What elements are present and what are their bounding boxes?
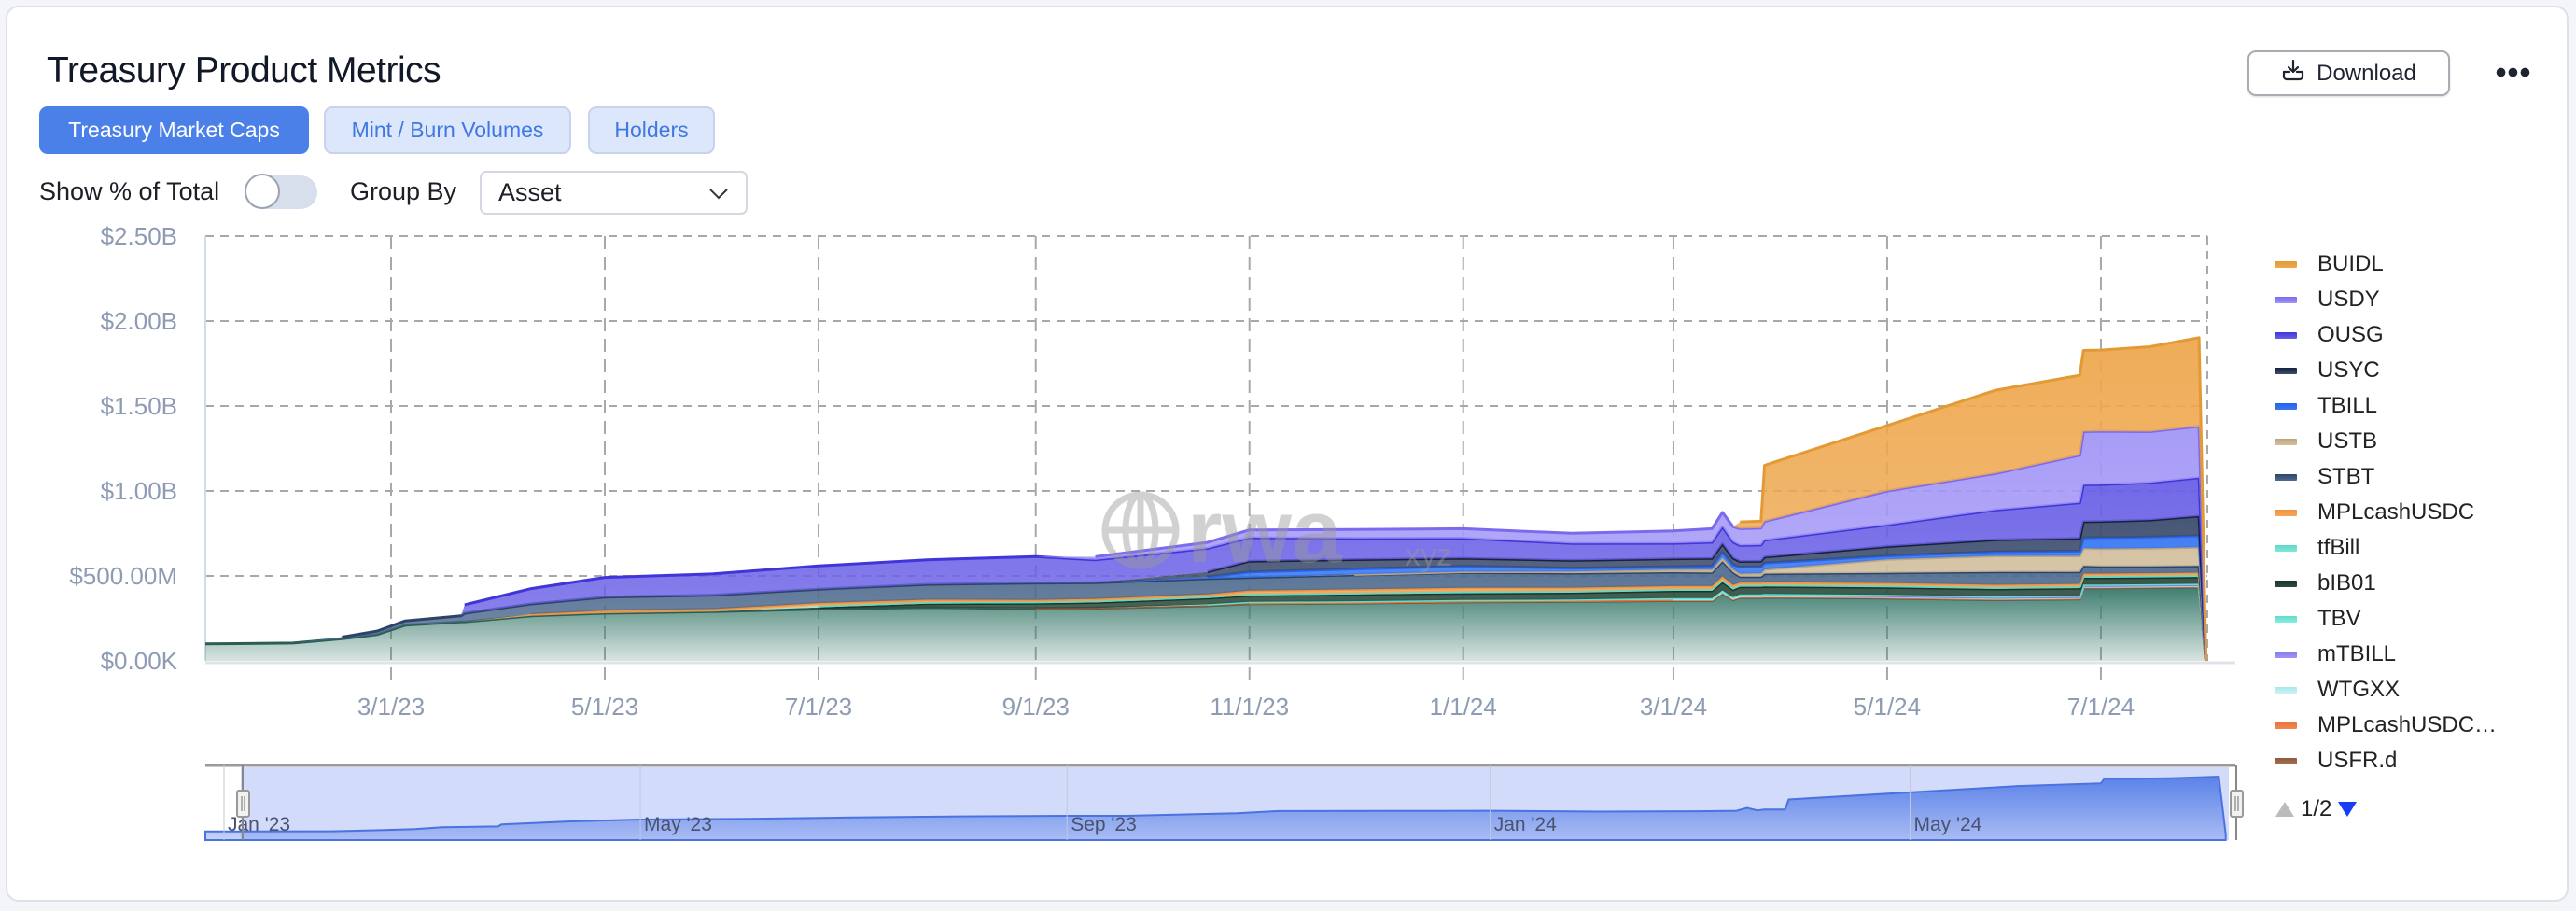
legend-label: USFR.d — [2317, 748, 2398, 773]
legend-next-icon[interactable] — [2337, 801, 2358, 818]
legend-item[interactable]: USYC — [2275, 353, 2497, 388]
legend-label: MPLcashUSDC… — [2317, 712, 2498, 737]
legend: BUIDL USDY OUSG USYC TBILL USTB STBT MPLcashUSD… — [2275, 246, 2497, 778]
legend-swatch — [2275, 402, 2297, 410]
legend-item[interactable]: MPLcashUSDC — [2275, 495, 2497, 530]
page-title: Treasury Product Metrics — [47, 50, 441, 91]
legend-label: WTGXX — [2317, 677, 2400, 702]
legend-item[interactable]: tfBill — [2275, 530, 2497, 566]
legend-label: USDY — [2317, 287, 2380, 312]
legend-prev-icon[interactable] — [2275, 801, 2295, 818]
legend-label: STBT — [2317, 464, 2375, 489]
legend-item[interactable]: TBILL — [2275, 388, 2497, 424]
legend-label: TBV — [2317, 606, 2361, 631]
legend-item[interactable]: BUIDL — [2275, 246, 2497, 282]
legend-label: mTBILL — [2317, 641, 2397, 666]
legend-item[interactable]: mTBILL — [2275, 637, 2497, 672]
legend-swatch — [2275, 367, 2297, 374]
more-options-icon[interactable]: ••• — [2495, 54, 2532, 91]
legend-label: TBILL — [2317, 393, 2378, 418]
legend-label: USYC — [2317, 357, 2380, 383]
tab-treasury-market-caps[interactable]: Treasury Market Caps — [39, 106, 309, 154]
tab-mint-burn-volumes[interactable]: Mint / Burn Volumes — [324, 106, 571, 154]
show-pct-toggle[interactable] — [245, 174, 317, 209]
legend-item[interactable]: bIB01 — [2275, 566, 2497, 601]
legend-swatch — [2275, 544, 2297, 552]
legend-item[interactable]: OUSG — [2275, 317, 2497, 353]
legend-item[interactable]: USFR.d — [2275, 743, 2497, 778]
tab-holders[interactable]: Holders — [588, 106, 715, 154]
group-by-label: Group By — [350, 177, 457, 205]
chevron-down-icon — [708, 178, 729, 207]
group-by-select[interactable]: Asset — [480, 171, 748, 215]
legend-label: BUIDL — [2317, 251, 2384, 276]
toggle-knob — [245, 174, 280, 209]
legend-swatch — [2275, 260, 2297, 268]
legend-swatch — [2275, 615, 2297, 623]
legend-label: tfBill — [2317, 535, 2360, 560]
legend-label: bIB01 — [2317, 570, 2376, 596]
legend-item[interactable]: MPLcashUSDC… — [2275, 708, 2497, 743]
legend-item[interactable]: WTGXX — [2275, 672, 2497, 708]
download-icon — [2281, 58, 2305, 89]
legend-swatch — [2275, 296, 2297, 303]
legend-item[interactable]: USTB — [2275, 424, 2497, 459]
legend-swatch — [2275, 438, 2297, 445]
legend-label: MPLcashUSDC — [2317, 499, 2475, 525]
legend-swatch — [2275, 473, 2297, 481]
legend-item[interactable]: STBT — [2275, 459, 2497, 495]
legend-swatch — [2275, 686, 2297, 694]
legend-swatch — [2275, 331, 2297, 339]
legend-swatch — [2275, 509, 2297, 516]
legend-swatch — [2275, 580, 2297, 587]
legend-pager: 1/2 — [2275, 796, 2358, 822]
legend-label: USTB — [2317, 428, 2378, 454]
download-label: Download — [2317, 60, 2416, 86]
legend-swatch — [2275, 722, 2297, 729]
legend-swatch — [2275, 651, 2297, 658]
legend-item[interactable]: TBV — [2275, 601, 2497, 637]
legend-swatch — [2275, 757, 2297, 764]
legend-page: 1/2 — [2301, 796, 2332, 821]
download-button[interactable]: Download — [2247, 50, 2450, 96]
legend-label: OUSG — [2317, 322, 2384, 347]
show-pct-label: Show % of Total — [39, 177, 220, 205]
group-by-value: Asset — [498, 178, 562, 206]
legend-item[interactable]: USDY — [2275, 282, 2497, 317]
